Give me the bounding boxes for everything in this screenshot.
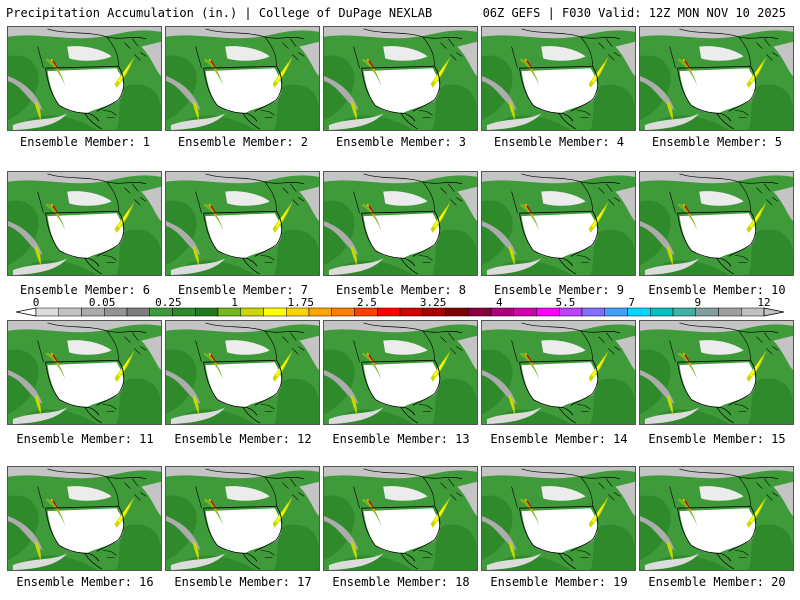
colorbar-tick-label: 1: [231, 296, 238, 309]
ensemble-member-label-16: Ensemble Member: 16: [16, 575, 154, 589]
colorbar-swatch: [445, 307, 469, 317]
colorbar-swatch: [718, 307, 742, 317]
precip-colorbar: 0 0.05 0.25 1 1.75 2.5 3.25 4 5.5 7 9 12: [0, 296, 800, 320]
ensemble-member-label-13: Ensemble Member: 13: [332, 432, 470, 446]
colorbar-swatch: [559, 307, 583, 317]
colorbar-swatch: [604, 307, 628, 317]
run-info: 06Z GEFS | F030 Valid: 12Z MON NOV 10 20…: [482, 6, 786, 20]
colorbar-swatch: [490, 307, 514, 317]
ensemble-member-label-14: Ensemble Member: 14: [490, 432, 628, 446]
colorbar-swatch: [240, 307, 264, 317]
colorbar-swatch: [172, 307, 196, 317]
ensemble-map-member-19: [481, 466, 636, 571]
ensemble-member-label-4: Ensemble Member: 4: [493, 135, 625, 149]
colorbar-swatch: [81, 307, 105, 317]
colorbar-tick-label: 4: [496, 296, 503, 309]
ensemble-map-member-1: [7, 26, 162, 131]
ensemble-map-member-15: [639, 320, 794, 425]
colorbar-swatch: [308, 307, 332, 317]
colorbar-swatch: [58, 307, 82, 317]
ensemble-member-label-7: Ensemble Member: 7: [177, 283, 309, 297]
ensemble-member-label-8: Ensemble Member: 8: [335, 283, 467, 297]
colorbar-swatch: [422, 307, 446, 317]
ensemble-member-label-18: Ensemble Member: 18: [332, 575, 470, 589]
ensemble-map-member-2: [165, 26, 320, 131]
ensemble-member-label-2: Ensemble Member: 2: [177, 135, 309, 149]
ensemble-map-member-17: [165, 466, 320, 571]
ensemble-member-label-3: Ensemble Member: 3: [335, 135, 467, 149]
colorbar-swatch: [263, 307, 287, 317]
colorbar-swatch: [35, 307, 59, 317]
colorbar-max-arrow: [763, 307, 785, 317]
colorbar-swatch: [468, 307, 492, 317]
ensemble-map-member-18: [323, 466, 478, 571]
colorbar-tick-label: 0: [33, 296, 40, 309]
colorbar-swatch: [513, 307, 537, 317]
colorbar-tick-label: 7: [628, 296, 635, 309]
ensemble-member-label-12: Ensemble Member: 12: [174, 432, 312, 446]
colorbar-min-arrow: [15, 307, 37, 317]
colorbar-tick-label: 5.5: [556, 296, 576, 309]
colorbar-swatch: [650, 307, 674, 317]
ensemble-member-label-17: Ensemble Member: 17: [174, 575, 312, 589]
ensemble-member-label-20: Ensemble Member: 20: [648, 575, 786, 589]
ensemble-member-label-6: Ensemble Member: 6: [19, 283, 151, 297]
colorbar-tick-label: 0.05: [89, 296, 116, 309]
colorbar-swatch: [695, 307, 719, 317]
ensemble-map-member-14: [481, 320, 636, 425]
colorbar-swatch: [377, 307, 401, 317]
ensemble-member-label-9: Ensemble Member: 9: [493, 283, 625, 297]
colorbar-tick-label: 12: [757, 296, 770, 309]
colorbar-swatch: [217, 307, 241, 317]
colorbar-tick-label: 2.5: [357, 296, 377, 309]
ensemble-map-member-9: [481, 171, 636, 276]
ensemble-map-member-10: [639, 171, 794, 276]
ensemble-map-member-8: [323, 171, 478, 276]
ensemble-member-label-5: Ensemble Member: 5: [651, 135, 783, 149]
colorbar-swatch: [104, 307, 128, 317]
ensemble-member-label-15: Ensemble Member: 15: [648, 432, 786, 446]
colorbar-swatch: [741, 307, 765, 317]
colorbar-swatch: [399, 307, 423, 317]
ensemble-map-member-4: [481, 26, 636, 131]
ensemble-map-member-20: [639, 466, 794, 571]
ensemble-member-label-10: Ensemble Member: 10: [648, 283, 786, 297]
colorbar-swatch: [331, 307, 355, 317]
colorbar-swatch: [286, 307, 310, 317]
colorbar-tick-label: 0.25: [155, 296, 182, 309]
colorbar-tick-label: 9: [695, 296, 702, 309]
map-title: Precipitation Accumulation (in.) | Colle…: [6, 6, 433, 20]
ensemble-map-member-12: [165, 320, 320, 425]
ensemble-member-label-19: Ensemble Member: 19: [490, 575, 628, 589]
ensemble-map-member-16: [7, 466, 162, 571]
ensemble-member-label-11: Ensemble Member: 11: [16, 432, 154, 446]
colorbar-tick-label: 1.75: [287, 296, 314, 309]
colorbar-swatch: [627, 307, 651, 317]
ensemble-map-member-6: [7, 171, 162, 276]
ensemble-map-member-5: [639, 26, 794, 131]
ensemble-map-member-13: [323, 320, 478, 425]
colorbar-swatch: [672, 307, 696, 317]
colorbar-swatch: [149, 307, 173, 317]
ensemble-map-member-3: [323, 26, 478, 131]
ensemble-map-member-7: [165, 171, 320, 276]
ensemble-map-member-11: [7, 320, 162, 425]
colorbar-tick-label: 3.25: [420, 296, 447, 309]
colorbar-swatch: [195, 307, 219, 317]
colorbar-swatch: [126, 307, 150, 317]
colorbar-swatch: [536, 307, 560, 317]
ensemble-member-label-1: Ensemble Member: 1: [19, 135, 151, 149]
colorbar-swatch: [354, 307, 378, 317]
colorbar-swatch: [581, 307, 605, 317]
